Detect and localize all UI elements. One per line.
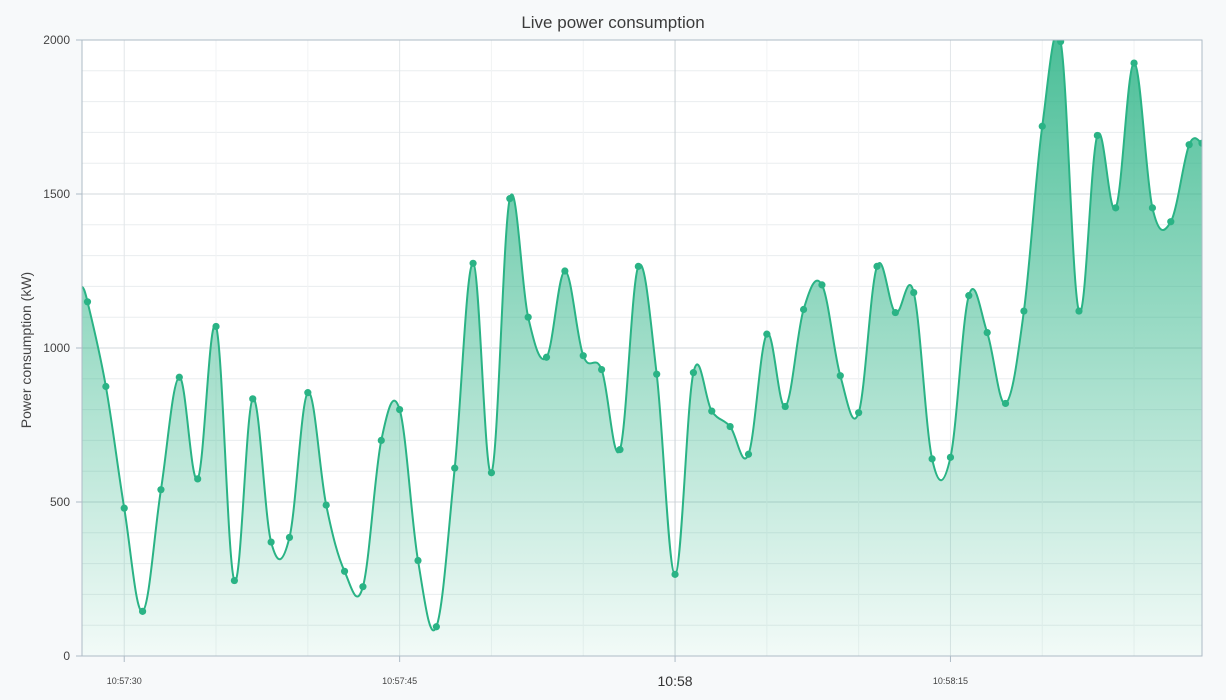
- data-point: [1038, 122, 1046, 130]
- y-axis-label: Power consumption (kW): [18, 272, 34, 428]
- data-point: [634, 262, 642, 270]
- data-point: [157, 486, 165, 494]
- data-point: [120, 504, 128, 512]
- data-point: [377, 436, 385, 444]
- data-point: [138, 607, 147, 615]
- x-tick-label: 10:58: [658, 673, 693, 689]
- data-point: [946, 453, 955, 461]
- data-point: [799, 305, 808, 314]
- data-point: [1167, 218, 1175, 226]
- data-point: [175, 373, 183, 381]
- data-point: [910, 288, 918, 297]
- data-point: [855, 409, 863, 417]
- axes: 0 500 1000 1500 2000 10:57:30 10:57:45 10:58 10:…: [43, 33, 968, 689]
- data-point: [451, 464, 459, 472]
- x-tick-label: 10:57:30: [107, 676, 142, 686]
- data-point: [285, 533, 294, 542]
- data-point: [194, 475, 202, 483]
- data-point: [763, 330, 771, 338]
- data-point: [891, 308, 899, 317]
- data-point: [542, 353, 551, 361]
- data-point: [267, 538, 275, 546]
- series-area: [82, 40, 1202, 656]
- data-point: [689, 369, 698, 377]
- data-point: [726, 422, 734, 431]
- data-point: [469, 259, 477, 267]
- data-point: [1148, 204, 1157, 212]
- data-point: [1130, 59, 1138, 67]
- data-point: [928, 455, 936, 463]
- data-point: [616, 446, 624, 454]
- chart-title: Live power consumption: [521, 13, 704, 32]
- x-tick-label: 10:58:15: [933, 676, 968, 686]
- data-point: [1112, 204, 1120, 212]
- data-point: [414, 556, 422, 565]
- data-point: [983, 329, 991, 337]
- data-point: [781, 402, 789, 411]
- data-point: [524, 313, 532, 321]
- data-point: [212, 322, 220, 331]
- points-layer: [83, 40, 1202, 631]
- data-point: [487, 469, 496, 477]
- data-point: [249, 395, 257, 403]
- data-point: [579, 352, 587, 360]
- data-point: [671, 570, 679, 578]
- data-point: [965, 292, 973, 300]
- data-point: [1093, 131, 1101, 140]
- data-point: [598, 365, 606, 374]
- data-point: [102, 382, 110, 391]
- data-point: [1020, 307, 1028, 315]
- data-point: [1001, 399, 1010, 408]
- data-point: [230, 576, 238, 585]
- data-point: [653, 370, 661, 378]
- data-point: [1075, 307, 1083, 315]
- data-point: [396, 406, 404, 414]
- data-point: [708, 407, 716, 415]
- data-point: [432, 623, 440, 631]
- y-tick-label: 500: [50, 495, 70, 509]
- data-point: [561, 267, 569, 275]
- y-tick-label: 1500: [43, 187, 70, 201]
- data-point: [304, 389, 312, 397]
- data-point: [506, 195, 514, 203]
- y-tick-label: 0: [63, 649, 70, 663]
- data-point: [873, 262, 881, 270]
- data-point: [1198, 139, 1202, 147]
- data-point: [836, 372, 844, 380]
- data-point: [83, 298, 92, 306]
- data-point: [322, 501, 330, 509]
- data-point: [340, 567, 349, 575]
- data-point: [359, 583, 367, 591]
- data-point: [1057, 40, 1065, 46]
- x-tick-label: 10:57:45: [382, 676, 417, 686]
- y-tick-label: 1000: [43, 341, 70, 355]
- data-point: [818, 281, 826, 289]
- y-tick-label: 2000: [43, 33, 70, 47]
- data-point: [744, 450, 753, 458]
- data-point: [1185, 141, 1193, 149]
